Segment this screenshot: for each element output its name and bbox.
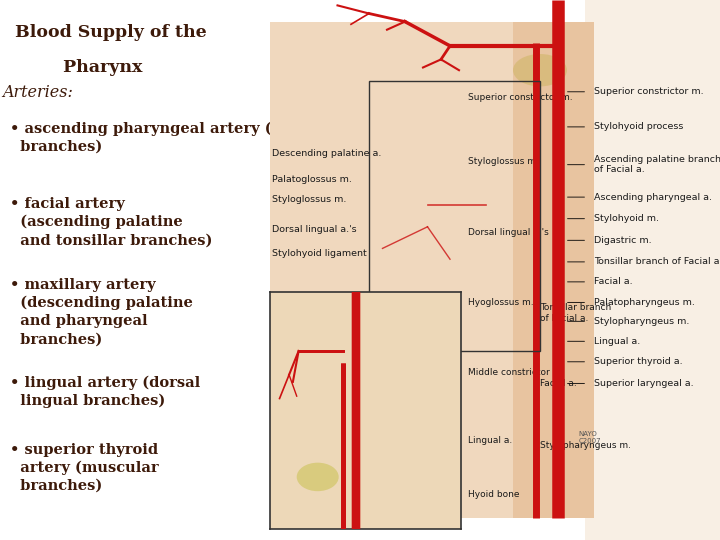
Ellipse shape [297, 463, 338, 491]
Text: Descending palatine a.: Descending palatine a. [272, 150, 382, 158]
Text: Styloglossus m.: Styloglossus m. [272, 195, 346, 204]
Text: • facial artery
  (ascending palatine
  and tonsillar branches): • facial artery (ascending palatine and … [10, 197, 212, 247]
Text: Hyoid bone: Hyoid bone [468, 490, 520, 498]
Text: Lingual a.: Lingual a. [468, 436, 512, 444]
Text: Hyoglossus m.: Hyoglossus m. [468, 298, 534, 307]
FancyBboxPatch shape [270, 22, 594, 518]
Text: Superior constrictor m.: Superior constrictor m. [594, 87, 703, 96]
Text: Superior thyroid a.: Superior thyroid a. [594, 357, 683, 366]
Text: NAYO
C2007: NAYO C2007 [578, 431, 601, 444]
Text: Arteries:: Arteries: [2, 84, 73, 100]
Text: Stylohyoid ligament: Stylohyoid ligament [272, 249, 367, 258]
Text: Stylohyoid m.: Stylohyoid m. [594, 214, 659, 223]
Text: Palatopharyngeus m.: Palatopharyngeus m. [594, 298, 695, 307]
FancyBboxPatch shape [513, 22, 594, 518]
Text: Tonsillar branch of Facial a.: Tonsillar branch of Facial a. [594, 258, 720, 266]
Text: Pharynx: Pharynx [15, 59, 143, 76]
Text: Palatoglossus m.: Palatoglossus m. [272, 175, 352, 184]
Text: Stylopharyngeus m.: Stylopharyngeus m. [594, 317, 689, 326]
Ellipse shape [513, 54, 567, 86]
Text: Dorsal lingual a.'s: Dorsal lingual a.'s [468, 228, 549, 237]
Text: Dorsal lingual a.'s: Dorsal lingual a.'s [272, 225, 357, 234]
Text: Blood Supply of the: Blood Supply of the [15, 24, 207, 41]
Text: Facial a.: Facial a. [540, 379, 577, 388]
Text: Stylohyoid process: Stylohyoid process [594, 123, 683, 131]
Text: Facial a.: Facial a. [594, 278, 633, 286]
Text: • ascending pharyngeal artery (pharyngeal
  branches): • ascending pharyngeal artery (pharyngea… [10, 122, 364, 154]
Text: • superior thyroid
  artery (muscular
  branches): • superior thyroid artery (muscular bran… [10, 443, 159, 493]
FancyBboxPatch shape [270, 292, 461, 529]
Text: Stylopharyngeus m.: Stylopharyngeus m. [540, 441, 631, 450]
FancyBboxPatch shape [585, 0, 720, 540]
Text: • maxillary artery
  (descending palatine
  and pharyngeal
  branches): • maxillary artery (descending palatine … [10, 278, 193, 346]
Text: Lingual a.: Lingual a. [594, 337, 640, 346]
Text: • lingual artery (dorsal
  lingual branches): • lingual artery (dorsal lingual branche… [10, 375, 200, 408]
Text: Styloglossus m.: Styloglossus m. [468, 158, 539, 166]
Text: Middle constrictor m.: Middle constrictor m. [468, 368, 564, 377]
Text: Superior constrictor m.: Superior constrictor m. [468, 93, 572, 102]
Text: Digastric m.: Digastric m. [594, 236, 652, 245]
Text: Ascending pharyngeal a.: Ascending pharyngeal a. [594, 193, 712, 201]
Text: Ascending palatine branch
of Facial a.: Ascending palatine branch of Facial a. [594, 155, 720, 174]
Text: Tonsillar branch
of Facial a.: Tonsillar branch of Facial a. [540, 303, 611, 323]
Text: Superior laryngeal a.: Superior laryngeal a. [594, 379, 693, 388]
